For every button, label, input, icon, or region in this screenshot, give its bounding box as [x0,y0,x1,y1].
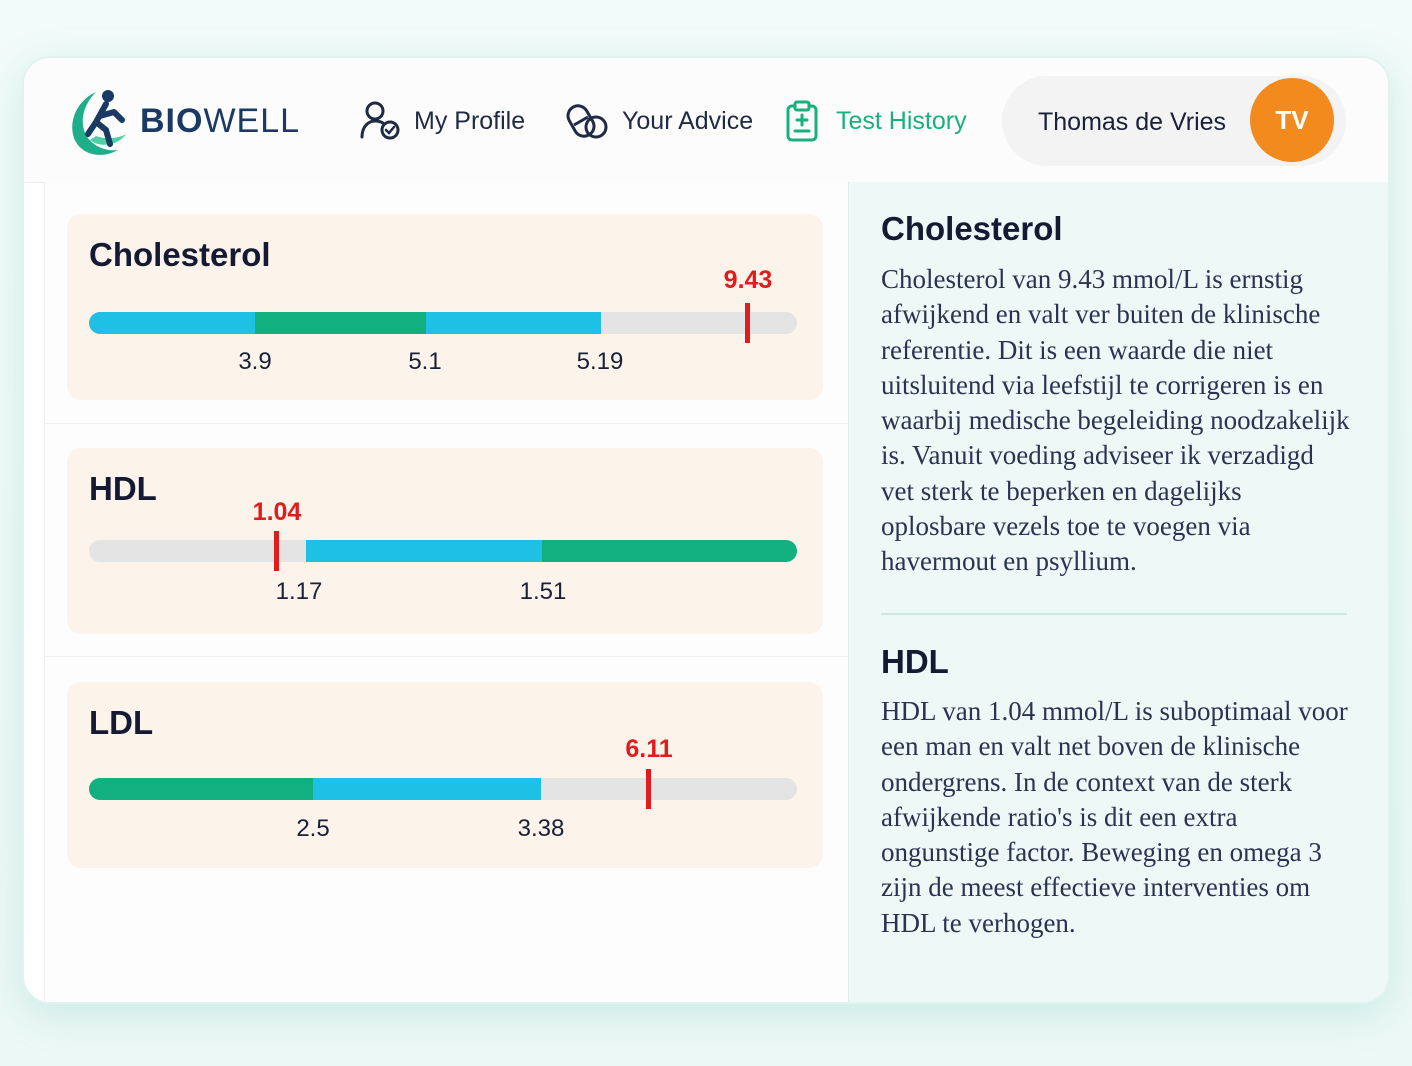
top-navbar: BIOWELL My Profile Your Advice [24,58,1388,183]
value-marker [646,769,651,809]
value-marker [745,303,750,343]
range-segment-optimal [255,312,426,334]
tick-label: 3.38 [517,815,565,842]
marker-title: Cholesterol [89,236,271,273]
value-label: 6.11 [625,735,673,763]
brand-name-light: WELL [203,102,301,140]
user-menu[interactable]: Thomas de Vries TV [1002,76,1346,166]
advice-text: HDL van 1.04 mmol/L is suboptimaal voor … [881,696,1348,938]
nav-my-profile[interactable]: My Profile [358,96,525,146]
brand-name-bold: BIO [140,102,204,140]
marker-title: HDL [89,470,157,507]
range-bar [89,540,797,562]
tick-label: 5.1 [408,348,442,375]
marker-card-ldl[interactable]: LDL 6.11 2.5 3.38 [67,682,823,868]
tick-label: 5.19 [576,348,624,375]
marker-card-cholesterol[interactable]: Cholesterol 9.43 3.9 5.1 5.19 [67,214,823,400]
range-segment-normal [313,778,541,800]
nav-test-history[interactable]: Test History [780,96,967,146]
range-bar [89,778,797,800]
nav-label: My Profile [414,106,526,135]
nav-your-advice[interactable]: Your Advice [566,96,753,146]
user-name: Thomas de Vries [1038,108,1227,136]
profile-icon [360,101,400,140]
app-window: BIOWELL My Profile Your Advice [24,58,1388,1002]
range-segment-normal [426,312,601,334]
divider [45,656,849,657]
tick-label: 1.17 [275,578,323,605]
value-label: 9.43 [723,266,773,294]
range-segment-low [89,312,255,334]
advice-title: HDL [881,643,949,680]
tick-label: 3.9 [238,348,272,375]
avatar[interactable]: TV [1250,78,1334,162]
clipboard-icon [786,100,818,142]
advice-text: Cholesterol van 9.43 mmol/L is ernstig a… [881,264,1350,577]
value-label: 1.04 [252,498,302,526]
divider [45,423,849,424]
divider [881,613,1347,615]
nav-label: Your Advice [622,106,754,135]
range-segment-optimal [89,778,313,800]
advice-title: Cholesterol [881,210,1063,247]
range-segment-normal [306,540,542,562]
nav-label: Test History [836,106,967,135]
range-segment-optimal [542,540,797,562]
value-marker [274,531,279,571]
brand-name[interactable]: BIOWELL [140,102,300,141]
markers-panel: Cholesterol 9.43 3.9 5.1 5.19 HDL 1.04 1… [44,182,849,1002]
marker-title: LDL [89,704,154,741]
advice-panel: Cholesterol Cholesterol van 9.43 mmol/L … [848,182,1388,1002]
marker-card-hdl[interactable]: HDL 1.04 1.17 1.51 [67,448,823,634]
tick-label: 1.51 [519,578,567,605]
capsule-icon [566,104,608,139]
tick-label: 2.5 [296,815,330,842]
range-bar [89,312,797,334]
biowell-logo-icon[interactable] [66,82,132,160]
